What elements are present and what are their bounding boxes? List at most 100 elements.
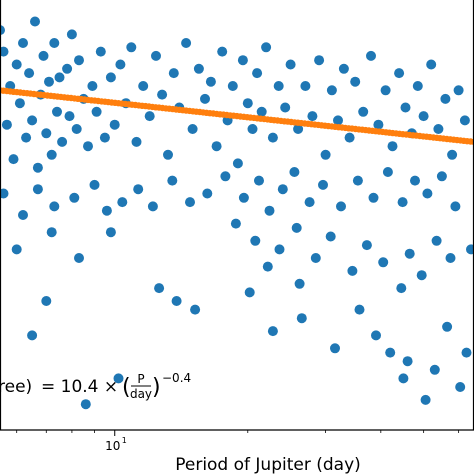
scatter-point <box>429 364 440 375</box>
scatter-point <box>378 257 389 268</box>
scatter-point <box>11 244 22 255</box>
scatter-point <box>64 111 75 122</box>
scatter-point <box>426 59 437 70</box>
scatter-point <box>185 197 195 208</box>
scatter-point <box>273 81 284 91</box>
scatter-point <box>410 175 420 186</box>
scatter-point <box>330 343 340 354</box>
scatter-point <box>113 373 124 384</box>
scatter-point <box>202 188 213 199</box>
scatter-point <box>304 197 315 208</box>
scatter-point <box>433 124 444 134</box>
scatter-point <box>338 63 349 74</box>
scatter-point <box>320 149 331 160</box>
scatter-point <box>131 136 142 147</box>
equation-fraction-numerator: P <box>137 372 144 386</box>
scatter-point <box>300 81 311 91</box>
scatter-point <box>442 321 453 332</box>
scatter-point <box>466 244 474 255</box>
scatter-point <box>250 235 261 246</box>
scatter-point <box>89 179 100 190</box>
scatter-point <box>147 201 158 212</box>
scatter-point <box>237 55 248 66</box>
scatter-point <box>49 38 60 48</box>
equation-prefix: ree) <box>0 377 32 397</box>
scatter-point <box>445 253 456 263</box>
scatter-point <box>227 81 238 91</box>
scatter-point <box>32 184 43 195</box>
scatter-point <box>314 55 325 66</box>
scatter-point <box>274 244 285 255</box>
scatter-point <box>294 278 305 289</box>
scatter-point <box>336 201 346 212</box>
scatter-point <box>261 42 272 53</box>
scatter-point <box>412 81 423 91</box>
scatter-point <box>382 167 393 177</box>
scatter-point <box>21 132 32 143</box>
scatter-point <box>41 128 52 139</box>
scatter-point <box>326 85 337 96</box>
scatter-point <box>24 68 35 79</box>
scatter-point <box>32 162 43 173</box>
scatter-point <box>380 85 391 96</box>
scatter-point <box>354 304 365 315</box>
scatter-point <box>44 76 54 87</box>
scatter-point <box>416 270 427 281</box>
equation-left-paren: ( <box>122 375 131 400</box>
scatter-point <box>232 158 243 169</box>
scatter-point <box>333 115 343 126</box>
scatter-point <box>397 197 408 208</box>
scatter-point <box>117 197 128 208</box>
scatter-point <box>396 283 407 294</box>
scatter-point <box>101 205 112 216</box>
scatter-point <box>11 59 22 70</box>
scatter-point <box>126 42 137 53</box>
scatter-point <box>325 231 336 242</box>
equation-exponent: −0.4 <box>162 371 191 385</box>
scatter-point <box>344 132 355 143</box>
scatter-point <box>0 46 9 57</box>
scatter-point <box>133 184 144 195</box>
scatter-point <box>431 235 442 246</box>
scatter-point <box>220 171 231 182</box>
scatter-point <box>49 201 60 212</box>
scatter-point <box>46 227 57 238</box>
scatter-point <box>404 248 415 259</box>
scatter-point <box>154 283 165 294</box>
scatter-point <box>291 222 302 233</box>
scatter-point <box>285 59 296 70</box>
scatter-point <box>450 201 461 212</box>
scatter-point <box>27 115 38 126</box>
scatter-point <box>193 63 204 74</box>
scatter-point <box>242 98 253 109</box>
scatter-point <box>256 106 267 117</box>
scatter-point <box>350 76 361 87</box>
scatter-point <box>138 81 149 91</box>
scatter-point <box>83 141 93 152</box>
equation-coefficient: = 10.4 × <box>41 377 118 397</box>
scatter-point <box>52 106 62 117</box>
scatter-point <box>66 29 77 40</box>
scatter-point <box>394 68 405 79</box>
scatter-point <box>57 136 68 147</box>
scatter-point <box>69 192 80 203</box>
scatter-point <box>422 188 433 199</box>
scatter-point <box>230 218 241 229</box>
scatter-point <box>318 179 328 190</box>
scatter-point <box>347 265 358 276</box>
scatter-point <box>440 93 451 104</box>
scatter-point <box>289 167 300 177</box>
fit-equation-annotation: ree) = 10.4 × ( P day ) −0.4 <box>0 371 191 401</box>
scatter-point <box>211 141 222 152</box>
scatter-point <box>402 356 413 367</box>
scatter-point <box>190 304 201 315</box>
scatter-point <box>157 89 168 100</box>
scatter-point <box>459 115 470 126</box>
x-tick-label: 10 <box>105 439 120 453</box>
scatter-point <box>41 296 52 306</box>
scatter-point <box>436 171 447 182</box>
scatter-point <box>310 253 321 263</box>
scatter-point <box>262 261 273 272</box>
scatter-point <box>205 76 216 87</box>
